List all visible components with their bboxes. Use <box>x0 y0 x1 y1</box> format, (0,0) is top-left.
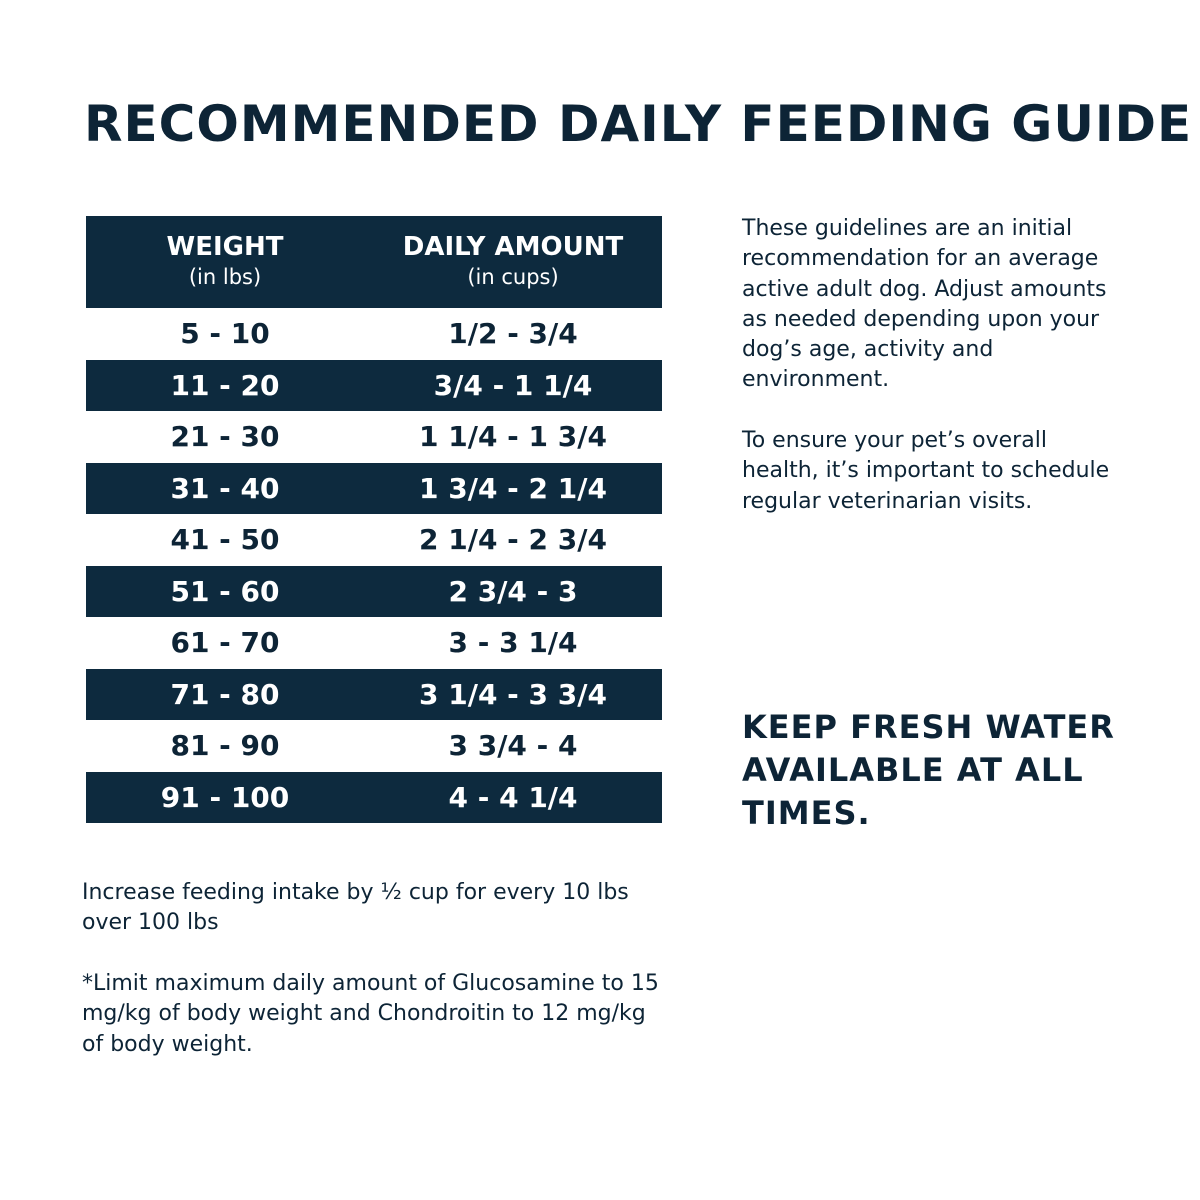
table-row: 71 - 80 3 1/4 - 3 3/4 <box>86 668 662 720</box>
limit-note: *Limit maximum daily amount of Glucosami… <box>82 971 659 1057</box>
water-callout: KEEP FRESH WATER AVAILABLE AT ALL TIMES. <box>742 708 1115 832</box>
increase-note: Increase feeding intake by ½ cup for eve… <box>82 880 629 936</box>
weight-cell: 91 - 100 <box>160 780 290 814</box>
weight-column-header: WEIGHT (in lbs) <box>86 216 364 308</box>
weight-cell: 31 - 40 <box>170 471 280 505</box>
table-row: 81 - 90 3 3/4 - 4 <box>86 720 662 772</box>
amount-cell: 1/2 - 3/4 <box>448 317 578 350</box>
amount-column-header: DAILY AMOUNT (in cups) <box>364 216 662 308</box>
amount-cell: 3 1/4 - 3 3/4 <box>419 677 607 711</box>
table-row: 61 - 70 3 - 3 1/4 <box>86 617 662 669</box>
amount-cell: 4 - 4 1/4 <box>448 780 578 814</box>
weight-cell: 51 - 60 <box>170 574 280 608</box>
weight-cell: 81 - 90 <box>170 729 280 762</box>
amount-cell: 2 1/4 - 2 3/4 <box>419 523 607 556</box>
page-title: RECOMMENDED DAILY FEEDING GUIDE <box>84 95 1193 153</box>
amount-header-unit: (in cups) <box>467 265 559 289</box>
amount-cell: 3 3/4 - 4 <box>448 729 578 762</box>
amount-cell: 1 1/4 - 1 3/4 <box>419 420 607 453</box>
table-row: 41 - 50 2 1/4 - 2 3/4 <box>86 514 662 566</box>
weight-header-label: WEIGHT <box>166 232 284 262</box>
table-row: 51 - 60 2 3/4 - 3 <box>86 565 662 617</box>
weight-cell: 5 - 10 <box>180 317 270 350</box>
amount-cell: 2 3/4 - 3 <box>448 574 578 608</box>
weight-cell: 41 - 50 <box>170 523 280 556</box>
amount-cell: 3 - 3 1/4 <box>448 626 578 659</box>
weight-cell: 21 - 30 <box>170 420 280 453</box>
table-row: 21 - 30 1 1/4 - 1 3/4 <box>86 411 662 463</box>
table-row: 91 - 100 4 - 4 1/4 <box>86 771 662 823</box>
amount-cell: 1 3/4 - 2 1/4 <box>419 471 607 505</box>
weight-cell: 11 - 20 <box>170 368 280 402</box>
table-row: 5 - 10 1/2 - 3/4 <box>86 308 662 360</box>
table-row: 31 - 40 1 3/4 - 2 1/4 <box>86 462 662 514</box>
weight-cell: 71 - 80 <box>170 677 280 711</box>
weight-cell: 61 - 70 <box>170 626 280 659</box>
table-header: WEIGHT (in lbs) DAILY AMOUNT (in cups) <box>86 216 662 308</box>
amount-header-label: DAILY AMOUNT <box>402 232 624 262</box>
health-paragraph: To ensure your pet’s overall health, it’… <box>742 428 1110 514</box>
table-row: 11 - 20 3/4 - 1 1/4 <box>86 359 662 411</box>
feeding-table: WEIGHT (in lbs) DAILY AMOUNT (in cups) 5… <box>86 216 662 823</box>
guideline-paragraph: These guidelines are an initial recommen… <box>742 216 1107 393</box>
weight-header-unit: (in lbs) <box>188 265 262 289</box>
amount-cell: 3/4 - 1 1/4 <box>433 368 593 402</box>
